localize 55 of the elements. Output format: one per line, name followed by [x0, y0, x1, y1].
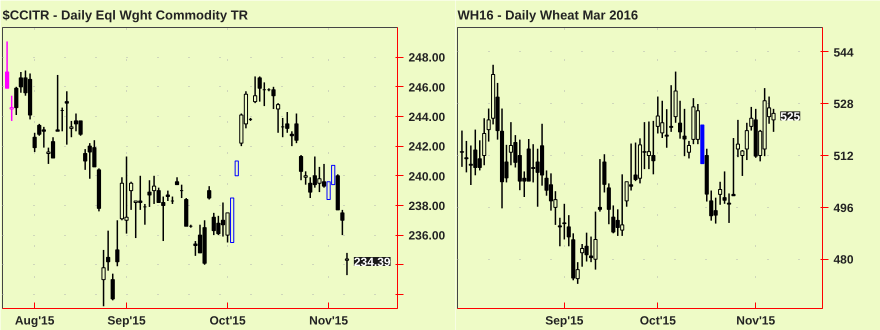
candlestick [166, 190, 170, 202]
y-tick-label: 244.00 [408, 110, 446, 124]
candlestick [124, 156, 129, 234]
text: 234.39 [354, 254, 391, 269]
candlestick [593, 210, 598, 270]
y-tick-label: 528 [834, 97, 854, 112]
candlestick [110, 272, 115, 302]
candlestick [207, 185, 212, 200]
y-tick-label: 242.00 [408, 140, 446, 154]
x-tick-label: Nov'15 [736, 314, 776, 328]
chart-title: $CCITR - Daily Eql Wght Commodity TR [2, 8, 249, 22]
x-tick-label: Nov'15 [309, 314, 348, 328]
candlestick [147, 179, 152, 208]
y-tick-label: 512 [834, 149, 854, 164]
candlestick [50, 136, 56, 159]
candlestick [4, 40, 10, 90]
candlestick [722, 170, 727, 205]
y-tick-label: 236.00 [408, 228, 446, 243]
chart-title: WH16 - Daily Wheat Mar 2016 [458, 8, 638, 22]
candlestick [78, 120, 83, 136]
candlestick [678, 100, 682, 140]
candlestick [220, 202, 226, 238]
candlestick [258, 76, 262, 102]
candlestick [322, 163, 326, 188]
candlestick [736, 119, 740, 158]
candlestick [298, 154, 304, 181]
candlestick [56, 74, 60, 132]
candlestick [580, 243, 584, 268]
candlestick [234, 160, 239, 176]
x-tick-label: Oct'15 [209, 314, 246, 328]
y-tick-label: 246.00 [408, 80, 446, 94]
candlestick [294, 112, 299, 144]
candlestick [344, 252, 350, 276]
x-tick-label: Oct'15 [640, 314, 676, 328]
candlestick [598, 158, 602, 212]
candlestick [10, 94, 14, 122]
candlestick [340, 209, 344, 236]
x-tick-label: Sep'15 [107, 314, 146, 328]
candlestick [285, 111, 290, 134]
candlestick [64, 90, 69, 146]
candlestick [74, 112, 78, 132]
x-tick-label: Aug'15 [14, 314, 55, 328]
y-tick-label: 544 [834, 45, 854, 60]
candlestick [276, 102, 280, 134]
text: 525 [780, 109, 801, 124]
y-tick-label: 240.00 [408, 169, 446, 184]
candlestick [271, 86, 276, 110]
candlestick [588, 236, 594, 263]
x-tick-label: Sep'15 [545, 314, 584, 328]
y-tick-label: 480 [834, 252, 854, 267]
candlestick [115, 220, 120, 267]
y-tick-label: 238.00 [408, 198, 446, 213]
y-tick-label: 248.00 [408, 50, 446, 65]
candlestick [718, 181, 722, 206]
y-tick-label: 496 [834, 200, 854, 215]
